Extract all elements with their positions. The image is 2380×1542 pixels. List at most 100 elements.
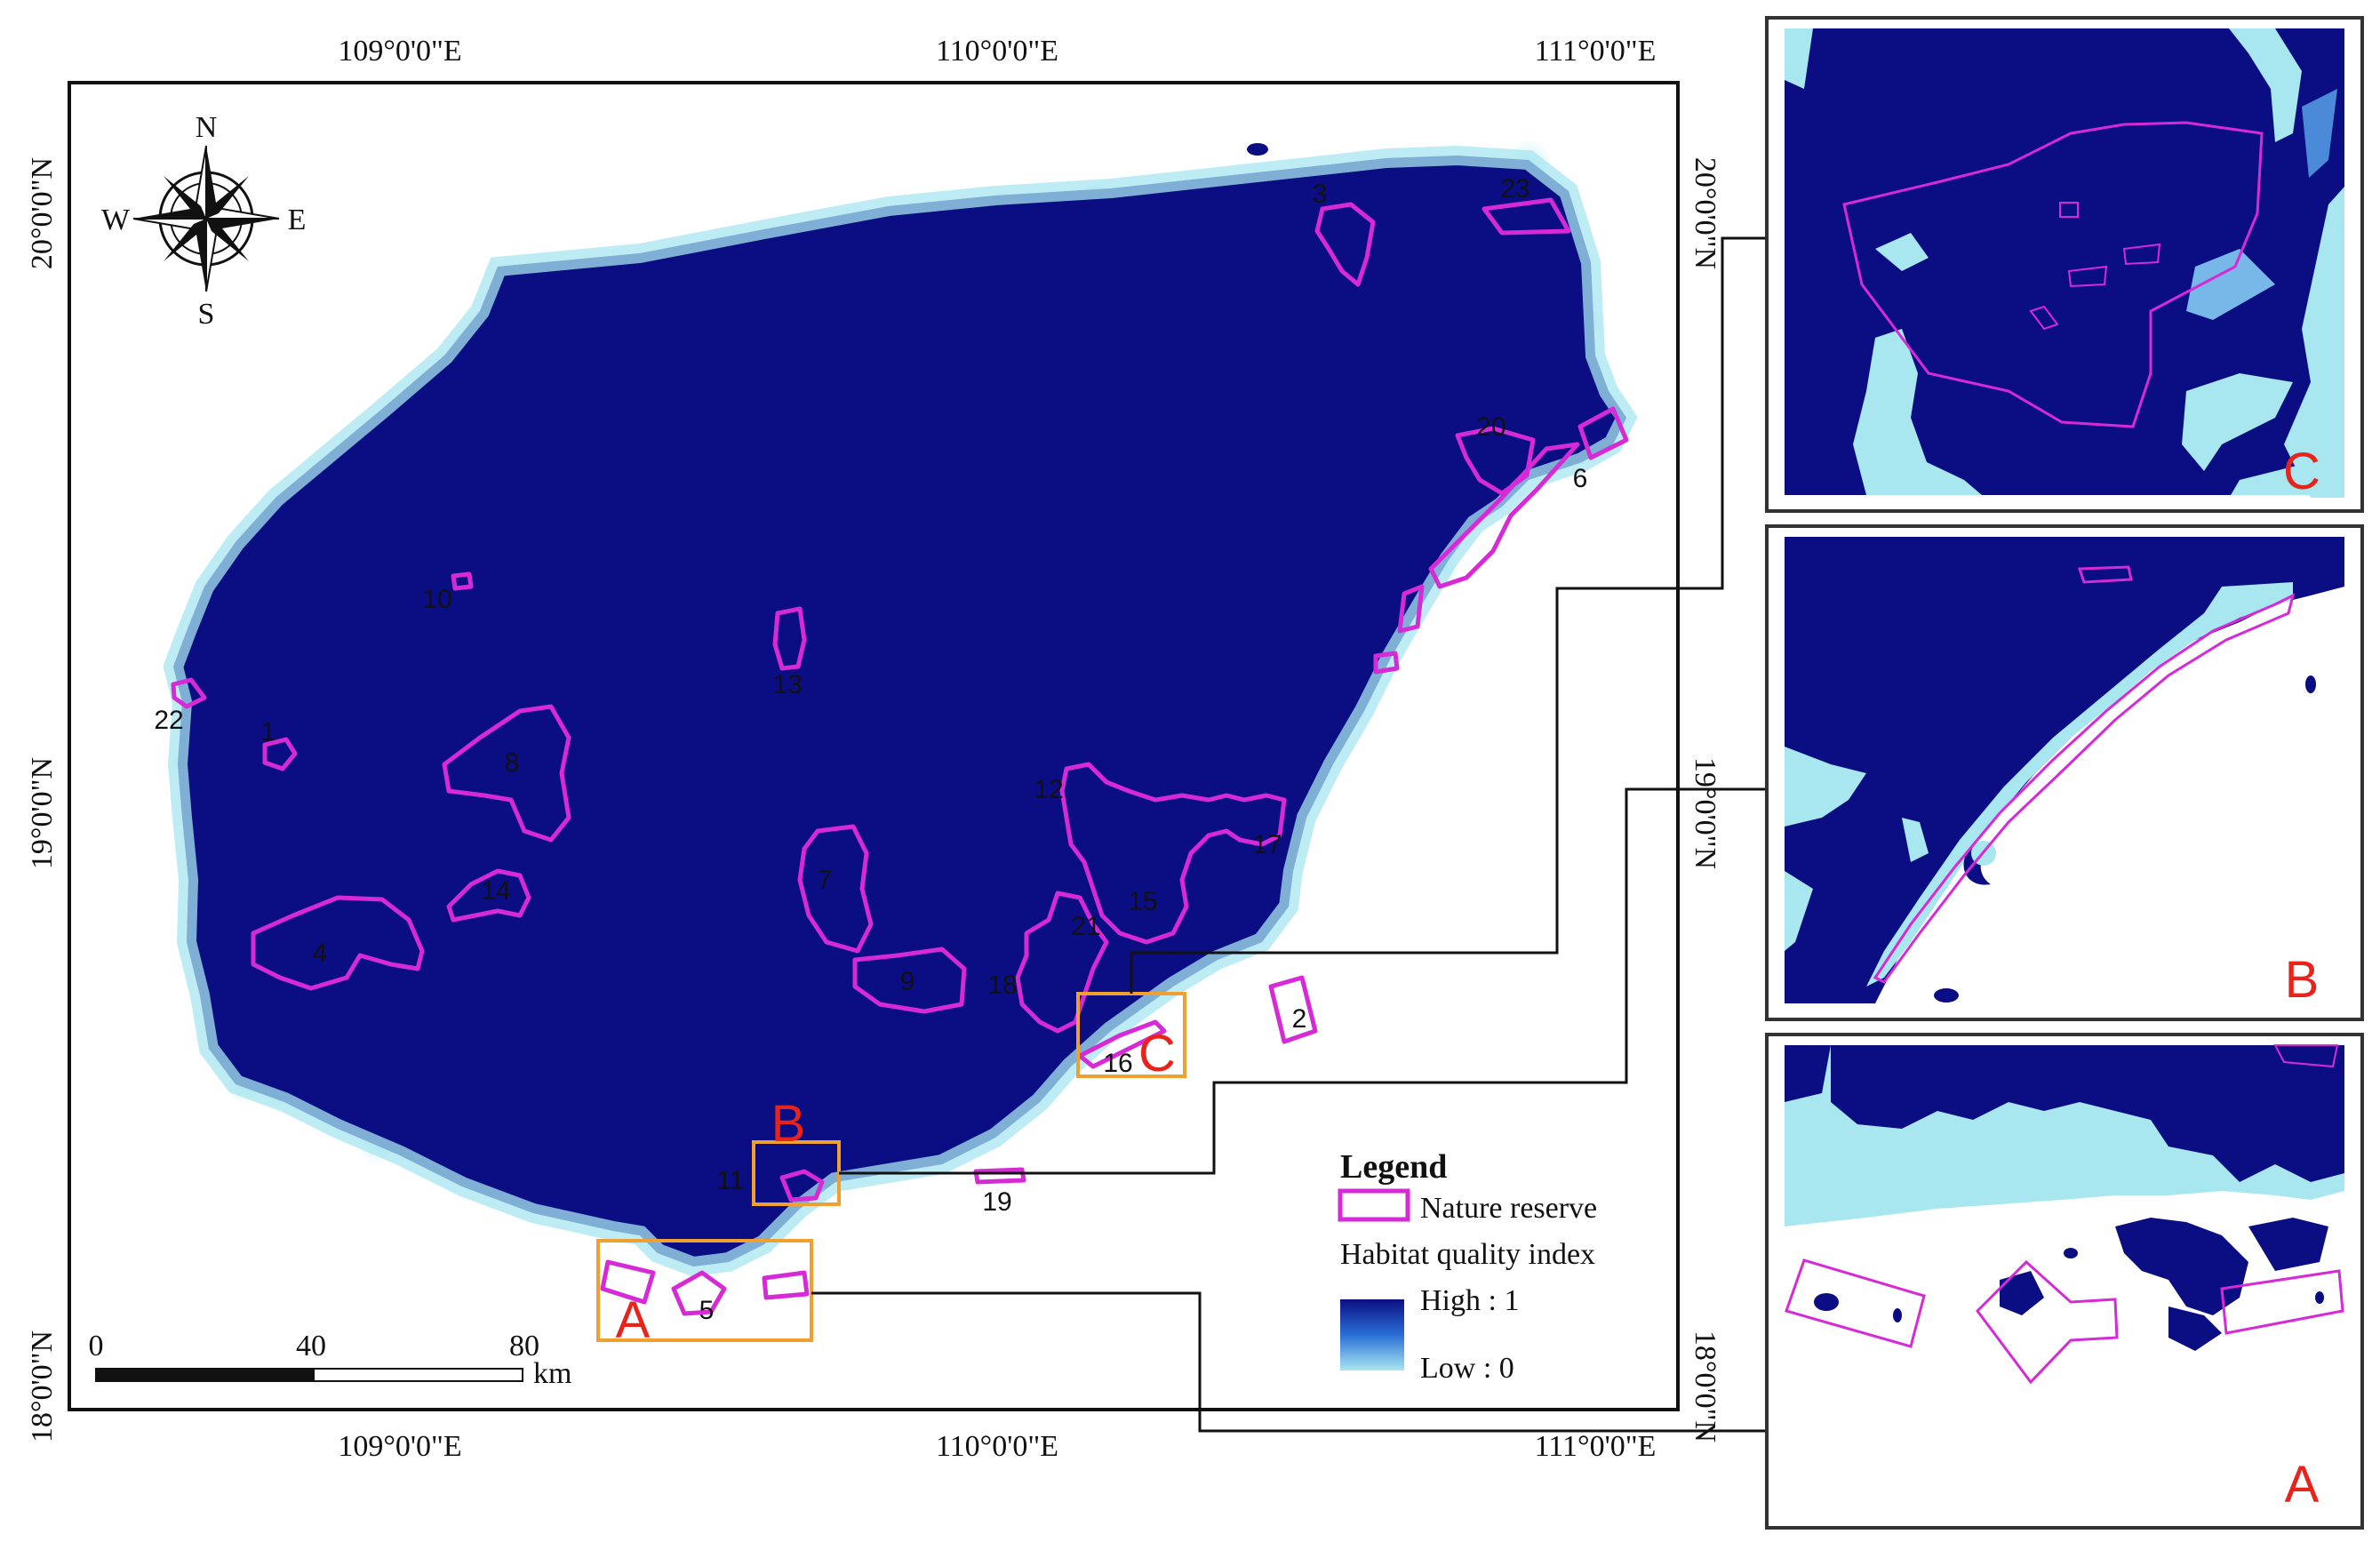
lon-label-111-top: 111°0'0"E	[1535, 35, 1657, 68]
lon-label-110-bottom: 110°0'0"E	[936, 1430, 1058, 1463]
reserve-label-16: 16	[1103, 1049, 1132, 1078]
locator-box-a	[596, 1239, 813, 1342]
west-label: W	[101, 204, 131, 236]
reserve-label-3: 3	[1313, 180, 1328, 209]
reserve-label-2: 2	[1292, 1004, 1307, 1034]
legend-title: Legend	[1340, 1148, 1447, 1186]
inset-locator-letters: A B C	[616, 1025, 1176, 1349]
reserve-label-13: 13	[772, 670, 802, 699]
legend-reserve-label: Nature reserve	[1420, 1192, 1597, 1225]
reserve-6	[1577, 406, 1629, 460]
lon-label-110-top: 110°0'0"E	[936, 35, 1058, 68]
reserve-label-22: 22	[154, 706, 183, 735]
lon-labels-top: 109°0'0"E 110°0'0"E 111°0'0"E	[338, 35, 1656, 68]
reserve-label-6: 6	[1573, 464, 1588, 493]
island-layer	[168, 138, 1626, 1266]
lat-labels-right: 20°0'0"N 19°0'0"N 18°0'0"N	[1689, 157, 1721, 1442]
locator-letter-a: A	[616, 1291, 651, 1349]
north-label: N	[196, 111, 218, 144]
lat-label-18-right: 18°0'0"N	[1689, 1330, 1721, 1442]
reserve-2	[1268, 975, 1318, 1044]
reserve-6-small-b	[1373, 651, 1400, 675]
reserve-1	[262, 737, 298, 771]
reserve-11	[779, 1169, 825, 1202]
reserve-label-9: 9	[900, 967, 915, 996]
nature-reserves	[171, 197, 1629, 1316]
reserve-label-8: 8	[505, 748, 520, 778]
east-label: E	[288, 204, 307, 236]
reserve-label-5: 5	[699, 1296, 715, 1325]
reserve-5a	[600, 1259, 656, 1305]
legend-gradient-swatch	[1340, 1299, 1404, 1370]
inset-c: C	[1765, 16, 2364, 513]
reserve-4	[251, 895, 425, 991]
reserve-label-21: 21	[1071, 912, 1100, 941]
reserve-6-coast	[1428, 442, 1580, 589]
reserve-14	[446, 868, 531, 923]
reserve-label-11: 11	[716, 1166, 744, 1195]
connector-b	[839, 787, 1767, 1175]
reserve-20	[1455, 426, 1536, 496]
lat-label-19-left: 19°0'0"N	[26, 757, 59, 869]
reserve-13	[772, 606, 807, 671]
reserve-label-15: 15	[1128, 887, 1157, 916]
reserve-5c	[762, 1270, 810, 1300]
reserve-label-7: 7	[818, 866, 833, 895]
reserve-8	[442, 704, 571, 843]
reserve-label-1: 1	[261, 717, 276, 747]
reserve-3	[1314, 202, 1376, 287]
scale-bar: 0 40 80 km	[89, 1330, 572, 1390]
reserve-label-10: 10	[422, 585, 451, 614]
north-arrow: N S E W	[101, 111, 306, 331]
inset-b: B	[1765, 524, 2364, 1021]
locator-letter-c: C	[1138, 1025, 1176, 1083]
lon-labels-bottom: 109°0'0"E 110°0'0"E 111°0'0"E	[338, 1430, 1656, 1463]
reserve-5b	[671, 1270, 727, 1316]
lat-labels-left: 20°0'0"N 19°0'0"N 18°0'0"N	[26, 157, 59, 1442]
legend-index-label: Habitat quality index	[1340, 1238, 1595, 1271]
reserve-23	[1482, 197, 1571, 236]
scale-tick-80: 80	[509, 1330, 539, 1362]
inset-a: A	[1765, 1033, 2364, 1530]
reserve-7	[797, 824, 874, 954]
scale-unit: km	[533, 1357, 571, 1390]
connector-a	[811, 1291, 1767, 1433]
lat-label-18-left: 18°0'0"N	[26, 1330, 59, 1442]
reserve-label-23: 23	[1500, 174, 1529, 204]
reserve-label-4: 4	[313, 939, 328, 968]
lon-label-111-bottom: 111°0'0"E	[1535, 1430, 1657, 1463]
reserve-label-14: 14	[481, 876, 510, 906]
inset-c-letter: C	[2283, 443, 2320, 500]
lon-label-109-bottom: 109°0'0"E	[338, 1430, 461, 1463]
south-label: S	[198, 298, 215, 331]
reserve-6-small-a	[1397, 584, 1425, 634]
reserve-16	[1077, 1019, 1167, 1069]
lat-label-20-right: 20°0'0"N	[1689, 157, 1721, 269]
locator-letter-b: B	[771, 1095, 806, 1153]
reserve-labels: 1 2 3 4 5 6 7 8 9 10 11 12 13 14 15 16 1…	[154, 174, 1587, 1325]
reserve-22	[171, 677, 207, 709]
reserve-9	[852, 947, 967, 1014]
reserve-19	[973, 1167, 1026, 1185]
reserve-12-15-17	[1059, 762, 1287, 945]
lat-label-19-right: 19°0'0"N	[1689, 757, 1721, 869]
connector-c	[1130, 236, 1767, 994]
reserve-10	[451, 571, 474, 591]
reserve-label-17: 17	[1252, 830, 1282, 859]
legend: Legend Nature reserve Habitat quality in…	[1338, 1148, 1597, 1385]
reserve-label-12: 12	[1034, 775, 1063, 804]
reserve-label-18: 18	[987, 971, 1017, 1000]
lon-label-109-top: 109°0'0"E	[338, 35, 461, 68]
legend-high-label: High : 1	[1420, 1284, 1519, 1317]
reserve-label-19: 19	[982, 1187, 1011, 1217]
legend-reserve-swatch	[1338, 1188, 1410, 1222]
lat-label-20-left: 20°0'0"N	[26, 157, 59, 269]
legend-low-label: Low : 0	[1420, 1352, 1514, 1385]
inset-connectors	[811, 236, 1767, 1433]
scale-tick-40: 40	[296, 1330, 326, 1362]
inset-b-letter: B	[2285, 951, 2320, 1009]
scale-tick-0: 0	[89, 1330, 104, 1362]
reserve-label-20: 20	[1476, 412, 1505, 442]
inset-a-letter: A	[2285, 1456, 2320, 1514]
